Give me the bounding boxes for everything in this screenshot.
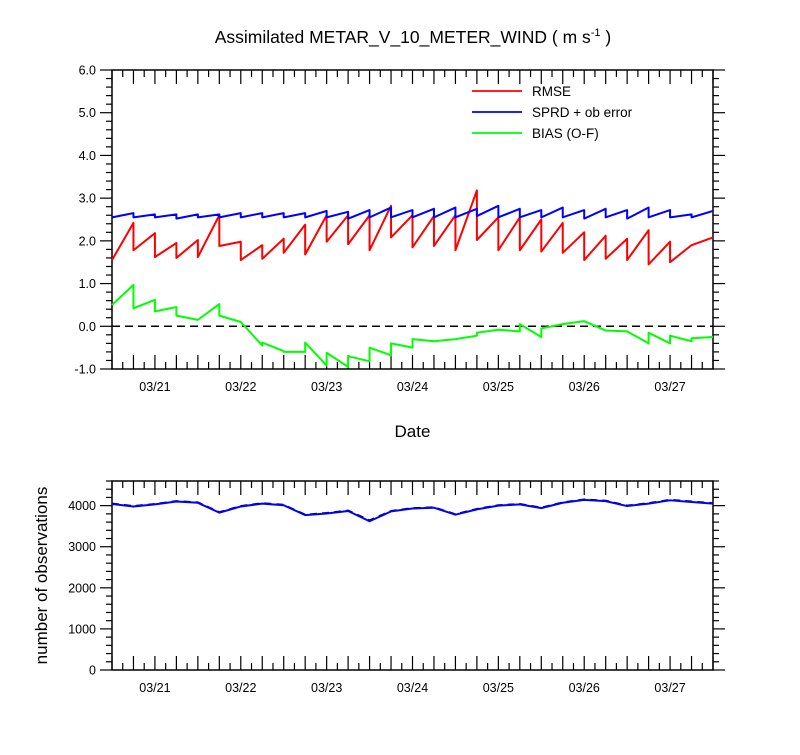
x-tick-label: 03/21 bbox=[139, 380, 170, 394]
x-tick-label: 03/23 bbox=[311, 681, 342, 695]
series-line-sprd-ob-error bbox=[111, 204, 714, 220]
y-tick-label: 0.0 bbox=[79, 320, 96, 334]
y-tick-label: -1.0 bbox=[74, 363, 96, 377]
y-tick-label: 0 bbox=[89, 664, 96, 678]
y-axis-label: number of observations bbox=[32, 487, 51, 665]
x-tick-label: 03/26 bbox=[569, 380, 600, 394]
x-tick-label: 03/25 bbox=[483, 681, 514, 695]
y-tick-label: 1.0 bbox=[79, 277, 96, 291]
x-axis-label: Date bbox=[395, 422, 431, 441]
series-line-1 bbox=[111, 498, 714, 522]
x-tick-label: 03/26 bbox=[569, 681, 600, 695]
chart-title: Assimilated METAR_V_10_METER_WIND ( m s-… bbox=[215, 27, 612, 48]
x-tick-label: 03/27 bbox=[654, 380, 685, 394]
observation-count-plot: 03/21 03/22 03/23 03/24 03/25 03/26 03/27 0 1000… bbox=[32, 480, 725, 695]
chart-title-superscript: -1 bbox=[591, 27, 601, 39]
x-tick-label: 03/24 bbox=[397, 380, 428, 394]
y-tick-label: 1000 bbox=[68, 622, 96, 636]
y-tick-label: 3000 bbox=[68, 540, 96, 554]
x-tick-label: 03/27 bbox=[654, 681, 685, 695]
x-tick-label: 03/21 bbox=[139, 681, 170, 695]
rmse-bias-plot: 03/21 03/22 03/23 03/24 03/25 03/26 03/27 -1.0 0… bbox=[74, 64, 725, 441]
series-line-bias-o-f bbox=[111, 283, 714, 368]
x-tick-label: 03/22 bbox=[225, 681, 256, 695]
x-tick-label: 03/24 bbox=[397, 681, 428, 695]
x-tick-label: 03/25 bbox=[483, 380, 514, 394]
y-tick-label: 4000 bbox=[68, 499, 96, 513]
y-tick-label: 2.0 bbox=[79, 234, 96, 248]
y-tick-label: 5.0 bbox=[79, 106, 96, 120]
y-tick-label: 4.0 bbox=[79, 149, 96, 163]
legend-label-3: BIAS (O-F) bbox=[532, 126, 599, 141]
x-tick-label: 03/22 bbox=[225, 380, 256, 394]
y-tick-label: 6.0 bbox=[79, 64, 96, 78]
legend-label-2: SPRD + ob error bbox=[532, 105, 633, 120]
x-tick-label: 03/23 bbox=[311, 380, 342, 394]
y-tick-label: 3.0 bbox=[79, 192, 96, 206]
y-tick-label: 2000 bbox=[68, 581, 96, 595]
chart-title-close: ) bbox=[601, 27, 612, 47]
series-line-rmse bbox=[111, 189, 714, 266]
chart-title-main: Assimilated METAR_V_10_METER_WIND ( m s bbox=[215, 27, 591, 48]
legend-label-1: RMSE bbox=[532, 84, 571, 99]
series-line-2 bbox=[111, 498, 714, 523]
